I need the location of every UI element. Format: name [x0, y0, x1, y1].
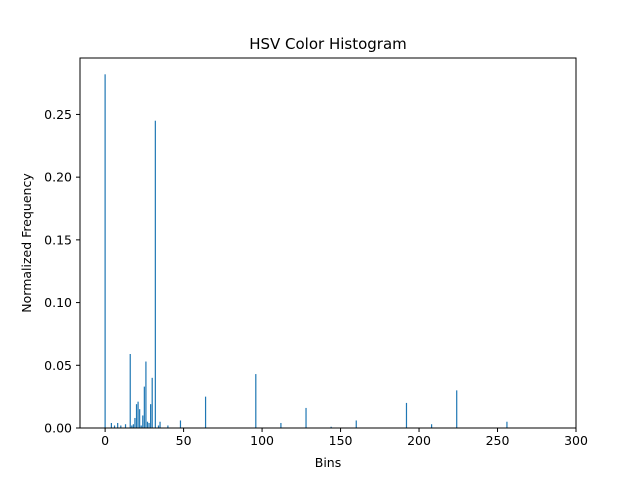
y-tick-label: 0.20	[44, 170, 72, 185]
x-tick-label: 300	[564, 433, 588, 448]
histogram-bar-29	[305, 407, 307, 428]
histogram-bar-19	[150, 404, 152, 428]
x-tick-label: 250	[486, 433, 510, 448]
histogram-bar-32	[405, 402, 408, 428]
bars-layer	[104, 74, 508, 429]
plot-area	[80, 58, 576, 428]
histogram-bar-34	[456, 390, 458, 428]
histogram-bar-33	[430, 424, 433, 428]
x-axis-label: Bins	[315, 455, 341, 470]
histogram-bar-1	[110, 422, 112, 428]
histogram-bar-4	[120, 425, 122, 428]
x-tick-label: 150	[329, 433, 353, 448]
y-tick-label: 0.15	[44, 232, 72, 247]
histogram-bar-5	[124, 424, 127, 428]
histogram-bar-22	[157, 425, 160, 428]
histogram-bar-14	[142, 415, 144, 428]
histogram-bar-17	[146, 421, 149, 428]
plot-frame	[79, 57, 577, 429]
y-axis: 0.00 0.05 0.10 0.15 0.20 0.25	[44, 107, 80, 436]
histogram-bar-26	[204, 396, 207, 428]
y-tick-label: 0.25	[44, 107, 72, 122]
histogram-bar-21	[154, 120, 156, 429]
histogram-bar-12	[139, 409, 141, 428]
histogram-bar-2	[113, 425, 116, 428]
x-axis: 0 50 100 150 200 250 300	[101, 428, 588, 448]
histogram-bar-31	[355, 420, 357, 428]
histogram-bar-8	[132, 424, 134, 428]
histogram-bar-13	[140, 425, 142, 428]
histogram-bar-0	[104, 74, 106, 428]
histogram-bar-3	[117, 422, 119, 428]
y-tick-label: 0.00	[44, 421, 72, 436]
histogram-bar-7	[131, 425, 133, 428]
histogram-bar-9	[134, 417, 136, 428]
histogram-bar-28	[280, 422, 282, 428]
x-tick-label: 100	[250, 433, 274, 448]
histogram-bar-10	[135, 404, 138, 428]
histogram-bar-11	[137, 401, 139, 428]
histogram-bar-35	[506, 421, 508, 428]
histogram-bar-16	[145, 361, 147, 428]
histogram-bar-27	[255, 374, 257, 428]
histogram-bar-24	[167, 425, 169, 428]
histogram-bar-18	[148, 422, 150, 428]
x-tick-label: 0	[101, 433, 109, 448]
histogram-bar-15	[143, 386, 145, 428]
x-tick-label: 200	[407, 433, 431, 448]
x-tick-label: 50	[176, 433, 192, 448]
y-axis-label: Normalized Frequency	[19, 173, 34, 313]
histogram-bar-25	[179, 420, 182, 428]
histogram-bar-30	[330, 426, 332, 428]
histogram-bar-20	[151, 377, 153, 428]
histogram-bar-23	[159, 421, 161, 428]
chart-title: HSV Color Histogram	[249, 35, 407, 53]
histogram-bar-6	[129, 354, 131, 428]
y-tick-label: 0.05	[44, 358, 72, 373]
y-tick-label: 0.10	[44, 295, 72, 310]
